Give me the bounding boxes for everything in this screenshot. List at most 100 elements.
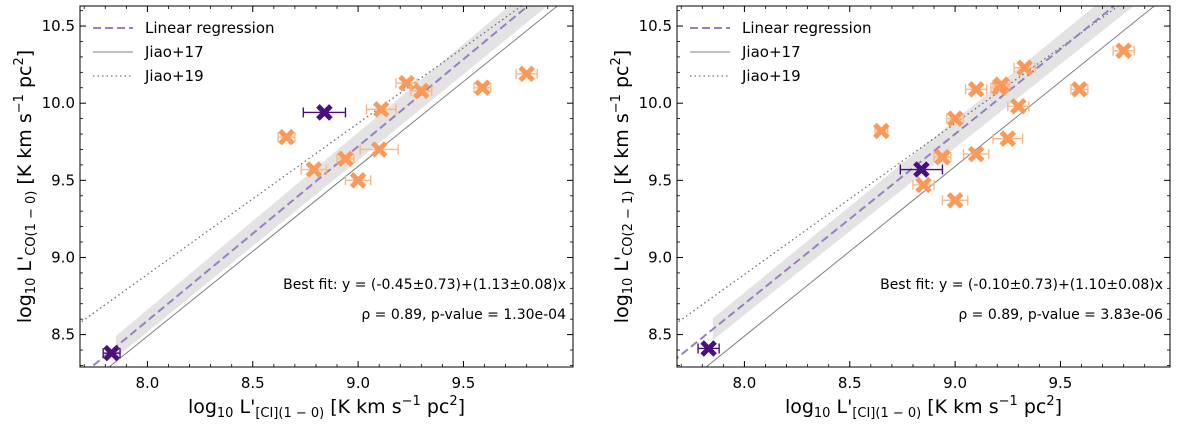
x-axis-label-sup1: −1 <box>402 394 421 409</box>
data-point <box>992 130 1024 147</box>
y-tick-label: 10.5 <box>639 17 672 35</box>
x-marker <box>915 176 932 194</box>
y-axis-label-log_sub: 10 <box>24 278 39 295</box>
x-axis-label-sup2: 2 <box>449 394 457 409</box>
data-point <box>515 65 538 83</box>
confidence-band <box>115 6 548 358</box>
x-axis-label-sub: [CI](1 − 0) <box>255 406 324 421</box>
x-marker <box>518 65 535 83</box>
y-tick-label: 8.5 <box>51 326 75 344</box>
x-tick-label: 9.0 <box>346 374 370 392</box>
legend-label: Jiao+17 <box>144 43 204 61</box>
y-axis-label-sup2: 2 <box>609 57 624 65</box>
data-point <box>365 101 397 118</box>
data-point <box>1070 81 1089 98</box>
x-tick-label: 8.0 <box>135 374 159 392</box>
x-marker <box>103 344 120 362</box>
x-axis-label-sub: [CI](1 − 0) <box>852 406 921 421</box>
y-tick-label: 9.5 <box>648 171 672 189</box>
x-axis-label: log10 L'[CI](1 − 0) [K km s−1 pc2] <box>785 394 1062 421</box>
data-point <box>336 150 355 167</box>
x-marker <box>316 104 333 121</box>
data-point <box>410 82 433 100</box>
best-fit-annotation: Best fit: y = (-0.10±0.73)+(1.10±0.08)x <box>880 277 1163 293</box>
x-axis-label-tail2: pc <box>1018 396 1047 418</box>
plot-area <box>80 6 559 367</box>
x-marker <box>337 150 354 167</box>
y-axis-label-prefix: log <box>611 294 633 323</box>
x-axis-label-close: ] <box>458 396 465 418</box>
correlation-annotation: ρ = 0.89, p-value = 1.30e-04 <box>361 307 566 323</box>
y-axis-label-sub: CO(1 − 0) <box>24 191 39 256</box>
data-point <box>912 176 935 194</box>
regression-line <box>677 6 1116 360</box>
legend-label: Linear regression <box>145 19 275 37</box>
x-marker <box>913 161 930 178</box>
plot-area <box>677 6 1156 367</box>
legend: Linear regression Jiao+17 Jiao+19 <box>690 19 872 85</box>
data-point <box>1112 42 1135 60</box>
data-point <box>344 172 372 189</box>
y-axis-label-prefix: log <box>14 294 36 323</box>
x-tick-label: 8.0 <box>732 374 756 392</box>
jiao19-line <box>677 6 1120 324</box>
y-axis-label-close: ] <box>611 50 633 57</box>
x-marker <box>967 145 985 163</box>
x-marker <box>873 122 890 140</box>
x-marker <box>1115 42 1132 60</box>
y-axis-label-close: ] <box>14 50 36 57</box>
axes-frame <box>676 5 1171 368</box>
legend-label: Jiao+19 <box>144 67 204 85</box>
data-point <box>359 141 399 158</box>
y-axis-label: log10 L'CO(2 − 1) [K km s−1 pc2] <box>609 50 636 323</box>
y-tick-label: 9.5 <box>51 171 75 189</box>
x-marker <box>946 192 964 209</box>
x-marker <box>413 82 430 100</box>
x-tick-label: 9.5 <box>452 374 476 392</box>
x-axis-label-L: L' <box>830 396 852 418</box>
data-point <box>1007 98 1030 115</box>
x-marker <box>1010 98 1027 115</box>
y-axis-label-sup2: 2 <box>12 57 27 65</box>
x-tick-label: 9.0 <box>943 374 967 392</box>
highlight-point <box>899 161 944 178</box>
y-tick-label: 9.0 <box>51 248 75 266</box>
x-marker <box>934 148 951 166</box>
highlight-point <box>102 344 121 362</box>
x-axis-label-log_sub: 10 <box>217 406 234 421</box>
data-point <box>300 161 328 178</box>
data-point <box>1013 59 1036 76</box>
data-point <box>933 148 952 166</box>
y-axis-label-tail: [K km s <box>14 113 36 190</box>
y-axis-label-tail: [K km s <box>611 113 633 190</box>
x-axis-label-log_sub: 10 <box>814 406 831 421</box>
y-axis-label-log_sub: 10 <box>621 278 636 295</box>
y-axis-label-tail2: pc <box>611 66 633 95</box>
data-point <box>873 122 890 140</box>
x-axis-label-sup1: −1 <box>999 394 1018 409</box>
x-tick-label: 9.5 <box>1049 374 1073 392</box>
y-axis-label-sub: CO(2 − 1) <box>621 191 636 256</box>
x-marker <box>370 141 388 158</box>
x-axis-label-tail2: pc <box>421 396 450 418</box>
x-axis-label-tail: [K km s <box>324 396 401 418</box>
data-point <box>992 76 1011 93</box>
legend-label: Jiao+19 <box>741 67 801 85</box>
data-point <box>395 74 418 92</box>
x-axis-label-sup2: 2 <box>1046 394 1054 409</box>
highlight-point <box>302 104 347 121</box>
correlation-annotation: ρ = 0.89, p-value = 3.83e-06 <box>958 307 1163 323</box>
y-axis-label-L: L' <box>14 256 36 278</box>
jiao19-line <box>80 6 523 324</box>
y-axis-label-sup1: −1 <box>12 94 27 113</box>
axes-frame <box>79 5 574 368</box>
jiao17-line <box>108 6 559 367</box>
x-axis-label-close: ] <box>1055 396 1062 418</box>
x-marker <box>999 130 1017 147</box>
y-axis-label: log10 L'CO(1 − 0) [K km s−1 pc2] <box>12 50 39 323</box>
data-point <box>945 110 965 127</box>
